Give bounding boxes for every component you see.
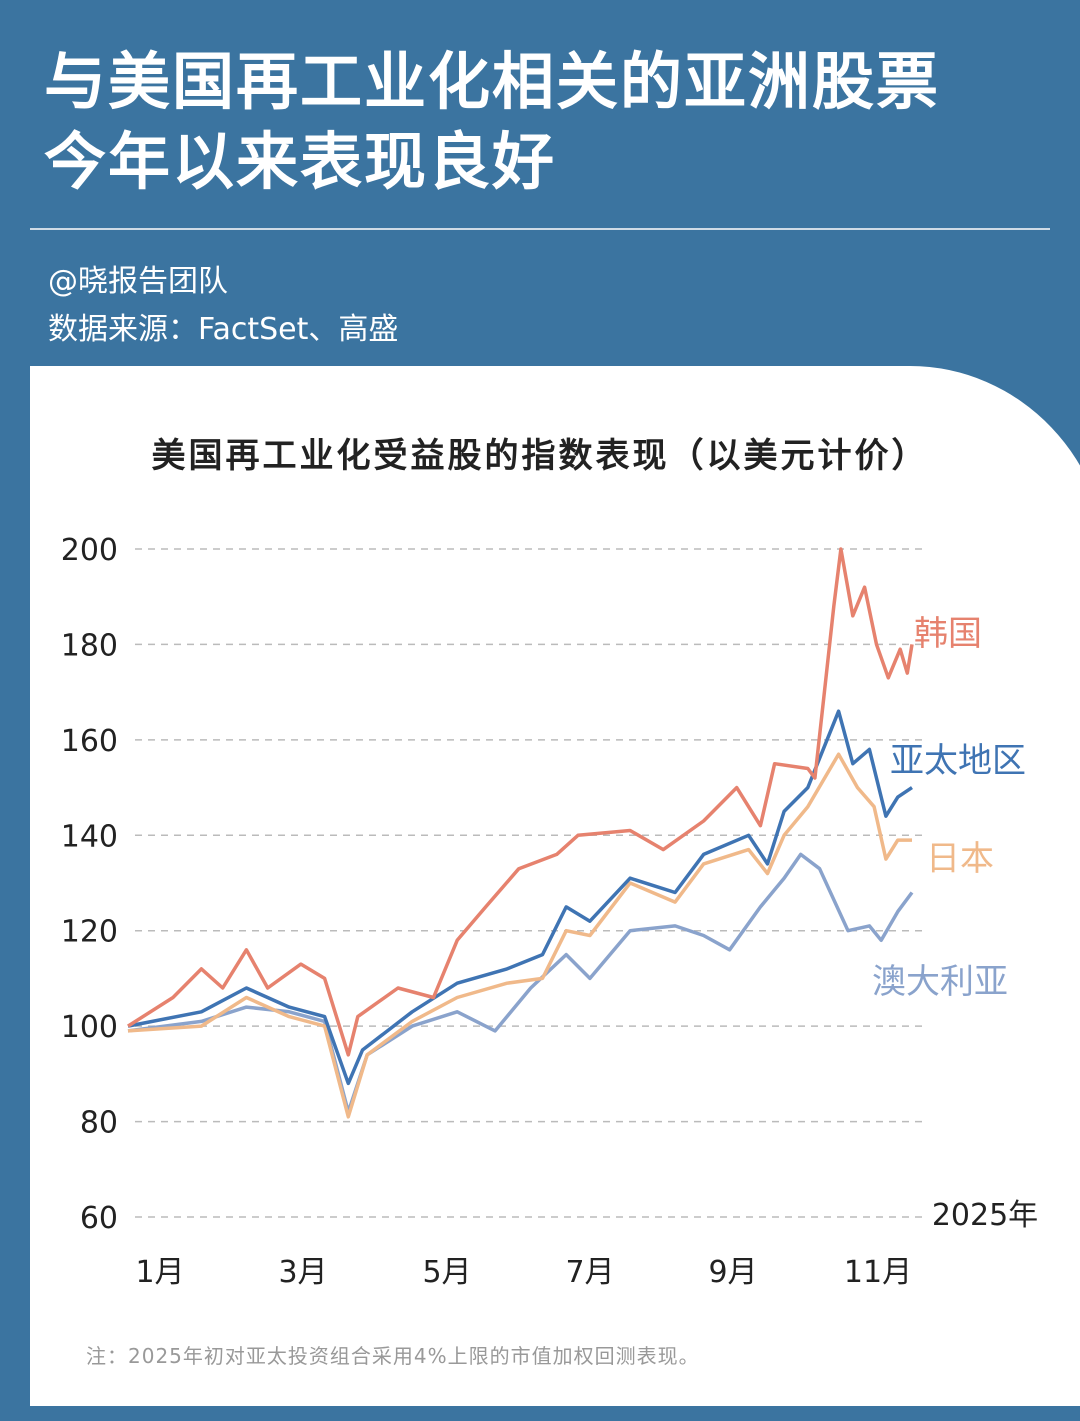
series-label: 亚太地区 [890,741,1026,781]
y-tick-label: 180 [61,628,118,663]
author: @晓报告团队 [48,264,228,299]
chart-card [30,366,1080,1406]
y-tick-label: 160 [61,724,118,759]
divider [30,228,1050,230]
y-tick-label: 120 [61,915,118,950]
y-tick-label: 140 [61,819,118,854]
y-tick-label: 80 [80,1106,118,1141]
series-label: 日本 [926,839,994,879]
y-tick-label: 100 [61,1010,118,1045]
x-axis-label: 2025年 [932,1198,1038,1233]
x-tick-label: 1月 [135,1255,184,1290]
chart-title: 美国再工业化受益股的指数表现（以美元计价） [151,436,929,476]
headline: 与美国再工业化相关的亚洲股票 今年以来表现良好 [44,42,940,202]
series-label: 澳大利亚 [872,962,1008,1002]
y-tick-label: 60 [80,1201,118,1236]
x-tick-label: 9月 [708,1255,757,1290]
footnote: 注：2025年初对亚太投资组合采用4%上限的市值加权回测表现。 [86,1344,700,1368]
x-tick-label: 11月 [844,1255,912,1290]
headline-line-2: 今年以来表现良好 [44,125,557,198]
x-tick-label: 7月 [565,1255,614,1290]
y-tick-label: 200 [61,533,118,568]
x-tick-label: 3月 [278,1255,327,1290]
x-tick-label: 5月 [422,1255,471,1290]
series-line-0 [127,547,914,1057]
series-line-1 [127,709,913,1086]
series-label: 韩国 [914,614,982,654]
headline-line-1: 与美国再工业化相关的亚洲股票 [44,45,941,118]
series-line-2 [127,752,912,1119]
data-source: 数据来源：FactSet、高盛 [48,312,399,347]
